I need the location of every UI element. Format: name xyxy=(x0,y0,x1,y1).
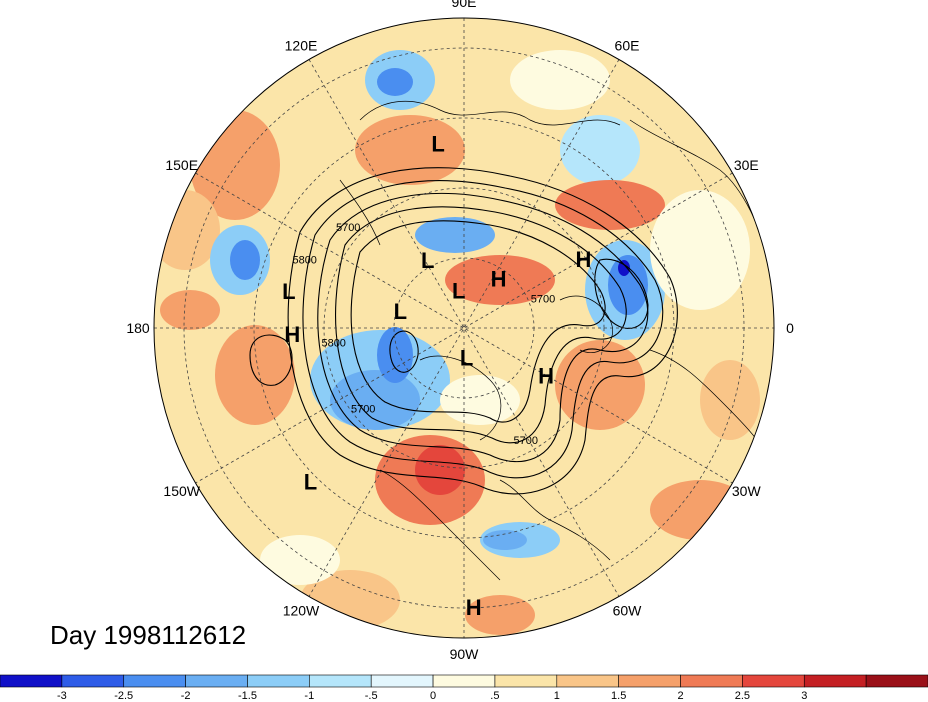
map-title: Day 1998112612 xyxy=(50,620,247,650)
colorbar-box xyxy=(742,674,805,688)
longitude-label: 150W xyxy=(163,483,200,499)
colorbar-box xyxy=(680,674,743,688)
high-pressure-label: H xyxy=(538,363,554,388)
high-pressure-label: H xyxy=(466,595,482,620)
longitude-label: 90E xyxy=(452,0,477,10)
colorbar-box xyxy=(494,674,558,688)
colorbar-tick-label: -1.5 xyxy=(238,690,257,702)
map-disk xyxy=(154,18,774,638)
longitude-label: 120W xyxy=(283,602,320,618)
colorbar-box xyxy=(309,674,372,688)
colorbar-tick-label: -1 xyxy=(304,690,314,702)
low-pressure-label: L xyxy=(431,132,444,157)
contour-value-label: 5700 xyxy=(351,404,375,416)
polar-stereographic-map: 90E 60E 30E 0 30W 60W 90W 120W 150W 180 150E 120E 5… xyxy=(126,0,794,662)
colorbar-box xyxy=(432,674,496,688)
longitude-label: 120E xyxy=(285,38,318,54)
low-pressure-label: L xyxy=(282,279,295,304)
colorbar-tick-label: -3 xyxy=(57,690,67,702)
colorbar-boxes xyxy=(0,674,928,688)
colorbar-tick-label: 2.5 xyxy=(735,690,750,702)
high-pressure-label: H xyxy=(284,322,300,347)
longitude-label: 30E xyxy=(734,157,759,173)
colorbar-box xyxy=(185,674,248,688)
lat-lon-grid xyxy=(154,18,774,638)
contour-value-label: 5700 xyxy=(336,222,360,234)
colorbar-tick-label: -2 xyxy=(181,690,191,702)
contour-value-label: 5800 xyxy=(292,255,316,267)
low-pressure-label: L xyxy=(304,470,317,495)
colorbar-box xyxy=(247,674,310,688)
colorbar: -3 -2.5 -2 -1.5 -1 -.5 0 .5 1 1.5 2 2.5 3 xyxy=(0,674,928,702)
colorbar-tick-label: .5 xyxy=(490,690,499,702)
anomaly-shading xyxy=(154,50,760,635)
colorbar-box xyxy=(370,674,434,688)
high-pressure-label: H xyxy=(491,267,507,292)
longitude-label: 60W xyxy=(613,602,643,618)
longitude-label: 180 xyxy=(126,320,150,336)
colorbar-box xyxy=(0,674,63,688)
height-contours xyxy=(249,167,678,495)
low-pressure-label: L xyxy=(460,346,473,371)
colorbar-box xyxy=(803,674,867,688)
colorbar-box xyxy=(123,674,186,688)
colorbar-tick-label: 1 xyxy=(554,690,560,702)
contour-value-label: 5700 xyxy=(514,435,538,447)
colorbar-box xyxy=(61,674,125,688)
colorbar-tick-label: 0 xyxy=(430,690,436,702)
contour-labels: 5700 5800 5800 5700 5700 5700 xyxy=(292,222,555,447)
longitude-label: 30W xyxy=(732,483,762,499)
colorbar-tick-label: 2 xyxy=(677,690,683,702)
longitude-label: 0 xyxy=(786,320,794,336)
low-pressure-label: L xyxy=(452,278,465,303)
colorbar-box xyxy=(865,674,928,688)
low-pressure-label: L xyxy=(421,248,434,273)
map-boundary xyxy=(153,17,775,639)
low-pressure-label: L xyxy=(394,299,407,324)
colorbar-box xyxy=(618,674,681,688)
colorbar-tick-label: -.5 xyxy=(365,690,378,702)
colorbar-labels: -3 -2.5 -2 -1.5 -1 -.5 0 .5 1 1.5 2 2.5 3 xyxy=(57,690,807,702)
contour-value-label: 5700 xyxy=(531,293,555,305)
colorbar-tick-label: 1.5 xyxy=(611,690,626,702)
high-pressure-label: H xyxy=(576,247,592,272)
contour-value-label: 5800 xyxy=(321,337,345,349)
longitude-labels: 90E 60E 30E 0 30W 60W 90W 120W 150W 180 150E 120E xyxy=(126,0,794,662)
longitude-label: 90W xyxy=(450,646,480,662)
colorbar-tick-label: 3 xyxy=(801,690,807,702)
colorbar-box xyxy=(556,674,619,688)
colorbar-tick-label: -2.5 xyxy=(114,690,133,702)
longitude-label: 150E xyxy=(165,157,198,173)
longitude-label: 60E xyxy=(615,38,640,54)
